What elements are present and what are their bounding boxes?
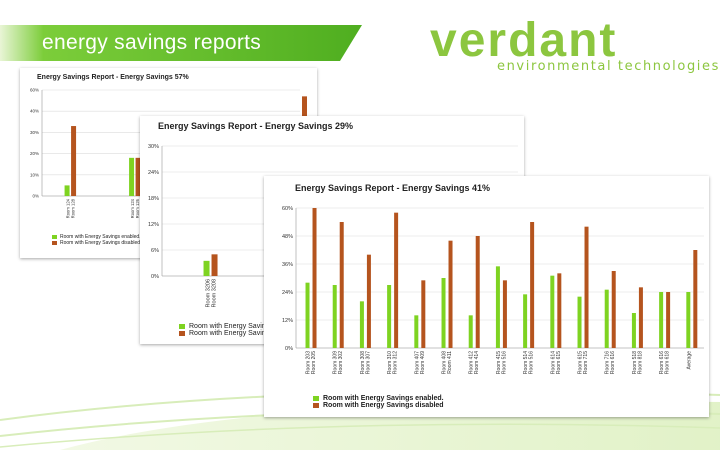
legend-swatch-enabled bbox=[313, 396, 319, 401]
bar-disabled bbox=[211, 254, 218, 276]
bar-enabled bbox=[631, 313, 636, 348]
y-tick-label: 24% bbox=[282, 290, 293, 296]
chart-title: Energy Savings Report - Energy Savings 4… bbox=[295, 183, 491, 193]
x-tick-label: Room 412Room 414 bbox=[469, 351, 481, 374]
y-tick-label: 0% bbox=[32, 194, 39, 199]
x-tick-label: Room 408Room 411 bbox=[442, 351, 454, 374]
bar-enabled bbox=[550, 275, 555, 348]
bar-enabled bbox=[414, 315, 419, 348]
x-tick-label: Room 310Room 312 bbox=[387, 351, 399, 374]
legend-label-enabled: Room with Energy Savings enabled. bbox=[60, 234, 141, 240]
x-tick-label: Room 124Room 126 bbox=[130, 198, 140, 218]
bar-enabled bbox=[359, 301, 364, 348]
x-tick-label: Room 407Room 409 bbox=[414, 351, 426, 374]
bar-disabled bbox=[530, 222, 535, 348]
legend-swatch-disabled bbox=[179, 331, 185, 336]
legend-swatch-enabled bbox=[179, 324, 185, 329]
y-tick-label: 30% bbox=[148, 144, 159, 150]
y-tick-label: 36% bbox=[282, 262, 293, 268]
legend-label-disabled: Room with Energy Savings disabled bbox=[189, 330, 302, 337]
legend-label-enabled: Room with Energy Savings enabled. bbox=[189, 323, 302, 330]
x-tick-label: Room 615Room 715 bbox=[578, 351, 590, 374]
legend-label-disabled: Room with Energy Savings disabled bbox=[323, 402, 444, 409]
chart-legend: Room with Energy Savings enabled. Room w… bbox=[52, 234, 141, 246]
y-tick-label: 10% bbox=[30, 172, 39, 177]
bar-disabled bbox=[693, 250, 698, 348]
y-tick-label: 0% bbox=[285, 346, 293, 352]
y-tick-label: 60% bbox=[282, 206, 293, 212]
x-tick-label: Room 3206Room 3208 bbox=[206, 279, 218, 307]
page-title: energy savings reports bbox=[42, 31, 262, 54]
bar-enabled bbox=[659, 292, 664, 348]
bar-enabled bbox=[604, 289, 609, 348]
legend-swatch-disabled bbox=[52, 241, 57, 245]
bar-enabled bbox=[686, 292, 691, 348]
verdant-logo: verdant bbox=[430, 16, 617, 64]
x-tick-label: Room 415Room 516 bbox=[496, 351, 508, 374]
bar-disabled bbox=[71, 126, 77, 196]
legend-swatch-disabled bbox=[313, 403, 319, 408]
bar-enabled bbox=[495, 266, 500, 348]
bar-disabled bbox=[611, 271, 616, 348]
bar-enabled bbox=[441, 278, 446, 348]
y-tick-label: 12% bbox=[282, 318, 293, 324]
bar-disabled bbox=[584, 226, 589, 348]
y-tick-label: 20% bbox=[30, 151, 39, 156]
bar-enabled bbox=[129, 157, 135, 196]
bar-enabled bbox=[468, 315, 473, 348]
x-tick-label: Room 616Room 618 bbox=[659, 351, 671, 374]
y-tick-label: 48% bbox=[282, 234, 293, 240]
legend-label-enabled: Room with Energy Savings enabled. bbox=[323, 395, 444, 402]
bar-enabled bbox=[305, 282, 310, 348]
logo-subtitle: environmental technologies bbox=[497, 59, 720, 74]
bar-disabled bbox=[557, 273, 562, 348]
chart-title: Energy Savings Report - Energy Savings 5… bbox=[37, 74, 189, 81]
y-tick-label: 40% bbox=[30, 109, 39, 114]
legend-label-disabled: Room with Energy Savings disabled bbox=[60, 240, 141, 246]
bar-enabled bbox=[203, 260, 210, 276]
y-tick-label: 6% bbox=[151, 248, 159, 254]
y-tick-label: 60% bbox=[30, 88, 39, 93]
bar-enabled bbox=[387, 285, 392, 348]
x-tick-label: Room 203Room 205 bbox=[306, 351, 318, 374]
bar-enabled bbox=[64, 185, 70, 196]
bar-enabled bbox=[332, 285, 337, 348]
x-tick-label: Room 308Room 307 bbox=[360, 351, 372, 374]
bar-disabled bbox=[366, 254, 371, 348]
bar-disabled bbox=[135, 157, 141, 196]
header-banner bbox=[0, 25, 362, 61]
y-tick-label: 12% bbox=[148, 222, 159, 228]
x-tick-label: Room 514Room 516 bbox=[523, 351, 535, 374]
bar-disabled bbox=[394, 212, 399, 348]
x-tick-label: Room 716Room 616 bbox=[605, 351, 617, 374]
bar-disabled bbox=[448, 240, 453, 348]
bar-disabled bbox=[502, 280, 507, 348]
chart-legend: Room with Energy Savings enabled. Room w… bbox=[313, 395, 444, 409]
report-panel-41: Energy Savings Report - Energy Savings 4… bbox=[264, 176, 709, 417]
x-tick-label: Room 309Room 302 bbox=[333, 351, 345, 374]
x-tick-label: Room 518Room 818 bbox=[632, 351, 644, 374]
y-tick-label: 18% bbox=[148, 196, 159, 202]
y-tick-label: 30% bbox=[30, 130, 39, 135]
bar-disabled bbox=[421, 280, 426, 348]
chart-title: Energy Savings Report - Energy Savings 2… bbox=[158, 121, 354, 131]
bar-disabled bbox=[312, 208, 317, 348]
y-tick-label: 0% bbox=[151, 274, 159, 280]
bar-disabled bbox=[475, 236, 480, 348]
bar-disabled bbox=[339, 222, 344, 348]
y-tick-label: 24% bbox=[148, 170, 159, 176]
x-tick-label: Room 124Room 128 bbox=[66, 198, 76, 218]
bar-disabled bbox=[666, 292, 671, 348]
svg-text:verdant: verdant bbox=[430, 16, 617, 64]
chart-41: 0% 12% 24% 36% 48% 60% Room 203Room 205 Room 30… bbox=[282, 206, 704, 374]
chart-legend: Room with Energy Savings enabled. Room w… bbox=[179, 323, 302, 337]
bar-enabled bbox=[577, 296, 582, 348]
bar-enabled bbox=[523, 294, 528, 348]
x-tick-label: Room 614Room 615 bbox=[550, 351, 562, 374]
legend-swatch-enabled bbox=[52, 235, 57, 239]
bar-disabled bbox=[638, 287, 643, 348]
x-tick-label: Average bbox=[686, 351, 692, 370]
